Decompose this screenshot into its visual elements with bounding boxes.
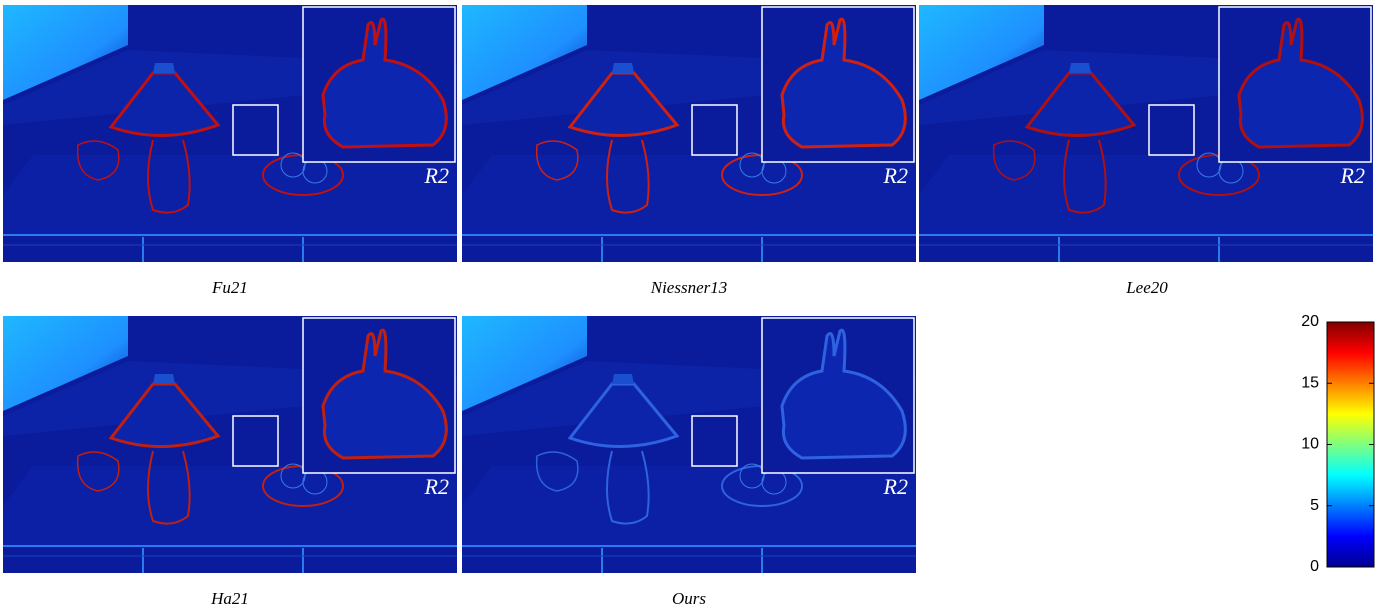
panel: R2 xyxy=(3,316,457,573)
inset-label: R2 xyxy=(424,163,449,188)
figure: R2 R2 R2 R2 R2 Fu21 Niessner13 Lee20 Ha2… xyxy=(0,0,1384,612)
caption: Lee20 xyxy=(1125,278,1168,297)
colorbar-tick-label: 5 xyxy=(1310,497,1319,514)
colorbar-tick-label: 0 xyxy=(1310,558,1319,575)
panel: R2 xyxy=(3,5,457,262)
panel: R2 xyxy=(462,5,916,262)
colorbar-tick-label: 10 xyxy=(1301,436,1319,453)
caption: Ours xyxy=(672,589,706,608)
colorbar-tick-label: 15 xyxy=(1301,374,1319,391)
caption: Ha21 xyxy=(210,589,249,608)
inset-label: R2 xyxy=(883,474,908,499)
colorbar-tick-label: 20 xyxy=(1301,313,1319,330)
inset-label: R2 xyxy=(1340,163,1365,188)
caption: Niessner13 xyxy=(650,278,728,297)
colorbar xyxy=(1327,322,1374,567)
caption: Fu21 xyxy=(211,278,248,297)
inset-label: R2 xyxy=(883,163,908,188)
panel: R2 xyxy=(462,316,916,573)
panel: R2 xyxy=(919,5,1373,262)
inset-label: R2 xyxy=(424,474,449,499)
